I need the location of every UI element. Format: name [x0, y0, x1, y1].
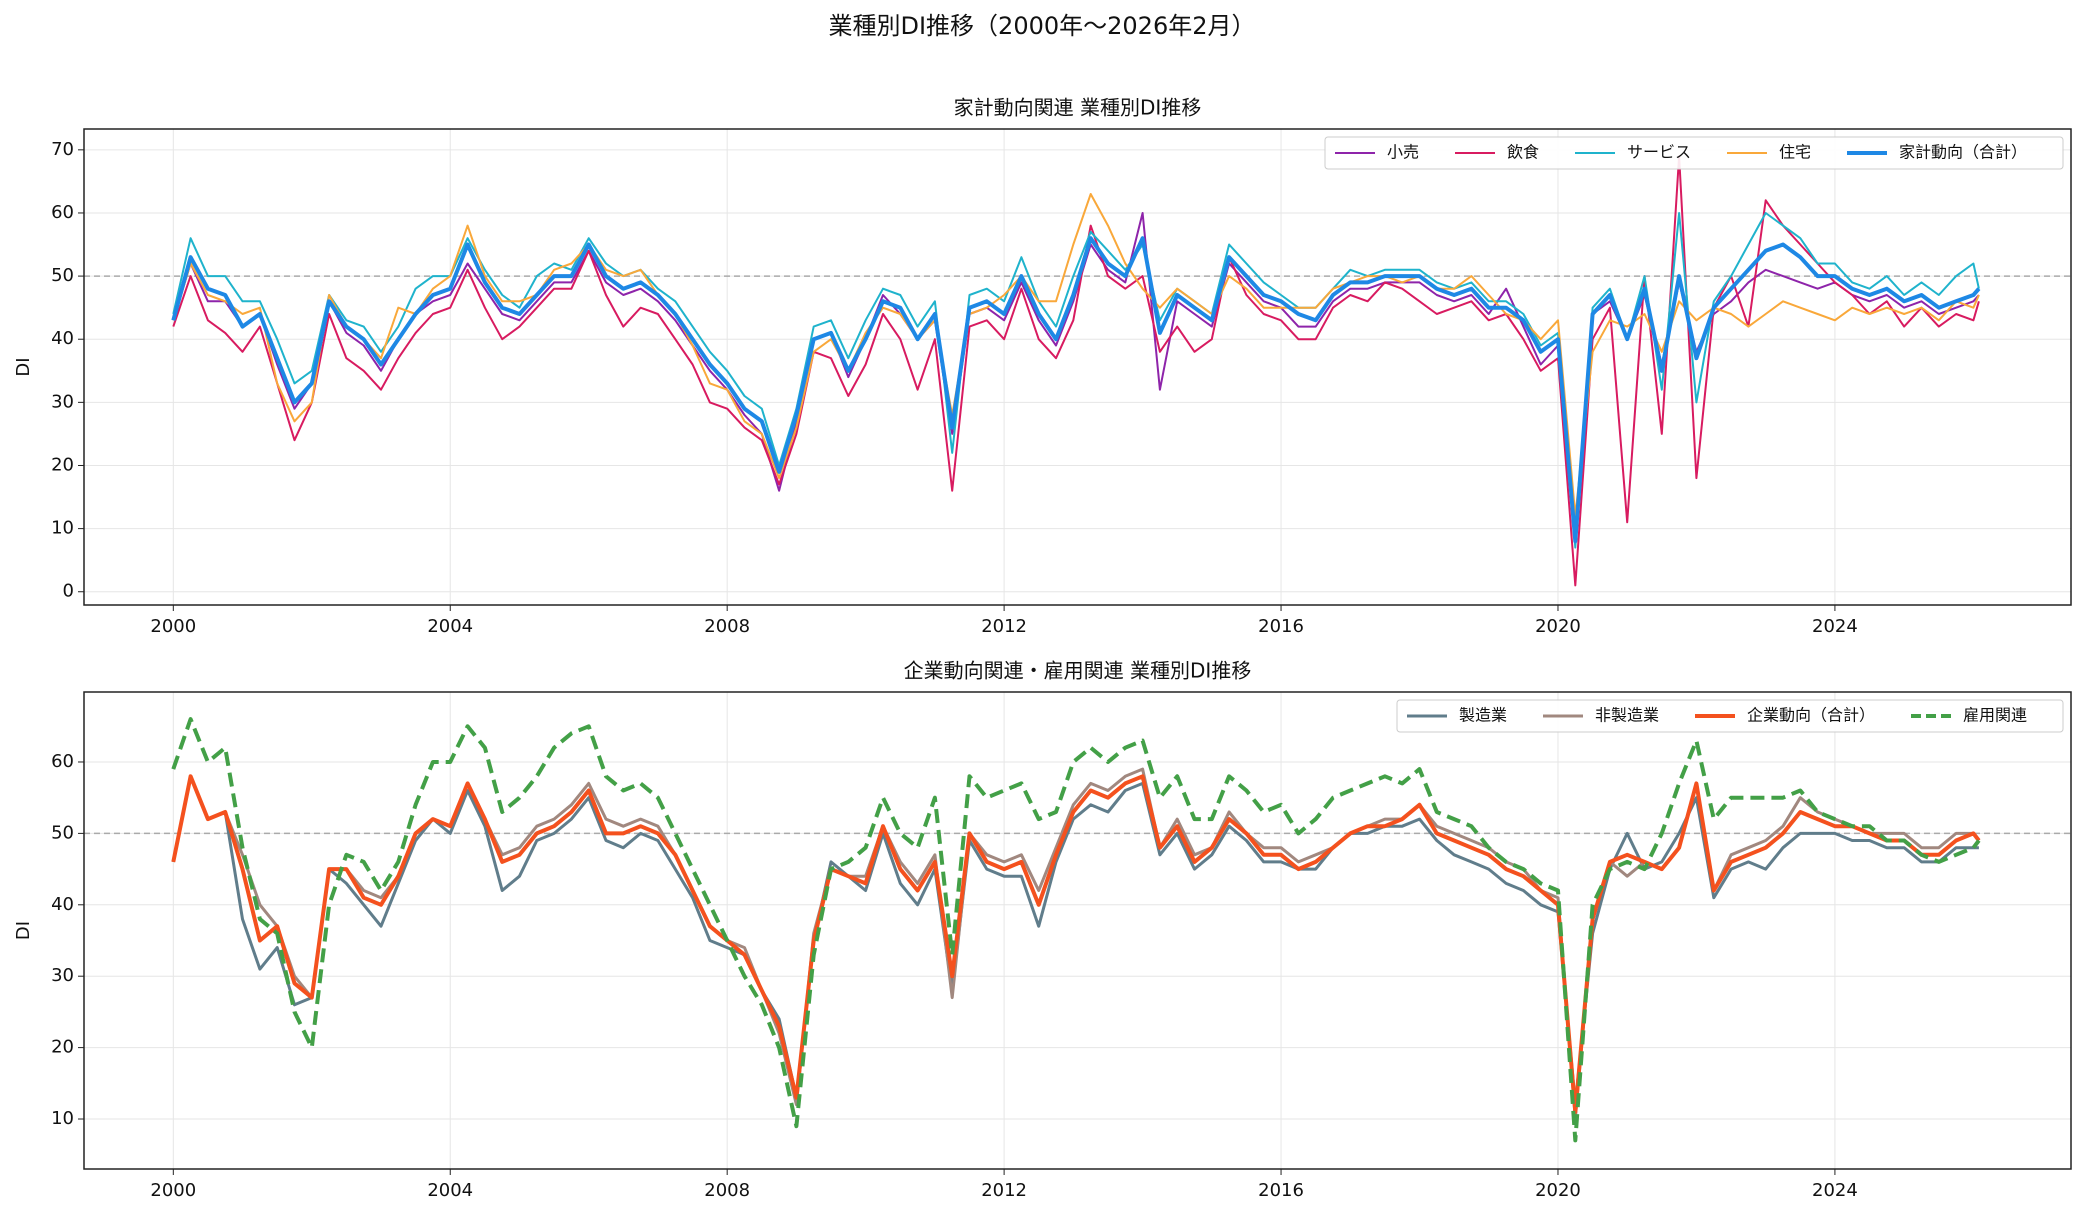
legend-box: [1324, 136, 2064, 170]
plot-frame: [83, 128, 2072, 606]
x-tick-label: 2012: [981, 1180, 1027, 1201]
x-tick-label: 2008: [704, 616, 750, 637]
y-tick-label: 30: [51, 965, 74, 986]
subplot-title: 家計動向関連 業種別DI推移: [954, 96, 1202, 120]
legend-label: 飲食: [1507, 143, 1539, 162]
y-axis-label: DI: [13, 921, 34, 940]
y-tick-label: 50: [51, 822, 74, 843]
legend-label: 家計動向（合計）: [1899, 143, 2027, 162]
y-tick-label: 40: [51, 894, 74, 915]
data-line: [171, 236, 1981, 544]
x-tick-label: 2020: [1535, 616, 1581, 637]
x-tick-label: 2004: [427, 1180, 473, 1201]
y-tick-label: 10: [51, 518, 74, 539]
y-axis-label: DI: [13, 357, 34, 376]
y-tick-label: 20: [51, 454, 74, 475]
y-tick-label: 30: [51, 391, 74, 412]
y-tick-label: 60: [51, 751, 74, 772]
y-tick-label: 60: [51, 202, 74, 223]
plot-frame: [83, 691, 2072, 1170]
y-tick-label: 50: [51, 265, 74, 286]
figure-title: 業種別DI推移（2000年〜2026年2月）: [829, 12, 1256, 40]
y-tick-label: 0: [63, 581, 74, 602]
x-tick-label: 2020: [1535, 1180, 1581, 1201]
legend-label: 企業動向（合計）: [1747, 706, 1875, 725]
x-tick-label: 2000: [150, 616, 196, 637]
x-tick-label: 2016: [1258, 616, 1304, 637]
subplot-title: 企業動向関連・雇用関連 業種別DI推移: [904, 659, 1252, 683]
x-tick-label: 2024: [1812, 616, 1858, 637]
legend-label: 非製造業: [1595, 706, 1659, 725]
y-tick-label: 70: [51, 139, 74, 160]
y-tick-label: 40: [51, 328, 74, 349]
x-tick-label: 2000: [150, 1180, 196, 1201]
x-tick-label: 2008: [704, 1180, 750, 1201]
x-tick-label: 2016: [1258, 1180, 1304, 1201]
data-line: [171, 717, 1981, 1143]
legend-label: 雇用関連: [1963, 706, 2027, 725]
x-tick-label: 2004: [427, 616, 473, 637]
x-tick-label: 2012: [981, 616, 1027, 637]
x-tick-label: 2024: [1812, 1180, 1858, 1201]
legend-label: 小売: [1387, 143, 1419, 162]
legend-label: サービス: [1627, 143, 1691, 162]
legend-label: 製造業: [1459, 706, 1507, 725]
data-line: [171, 774, 1981, 1114]
y-tick-label: 10: [51, 1108, 74, 1129]
y-tick-label: 20: [51, 1037, 74, 1058]
legend-label: 住宅: [1779, 143, 1811, 162]
